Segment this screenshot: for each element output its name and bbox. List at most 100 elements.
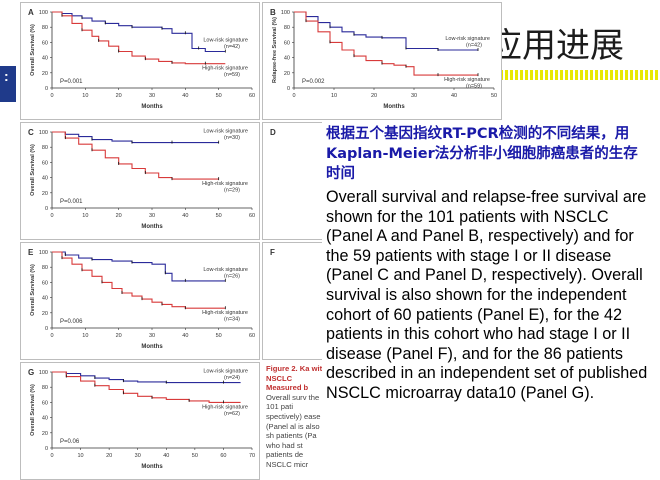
y-tick-label: 60 xyxy=(284,40,290,46)
panel-letter: B xyxy=(270,8,276,17)
panel-letter: C xyxy=(28,128,34,137)
y-axis-label: Overall Survival (%) xyxy=(30,384,36,436)
title-underline-stripe xyxy=(430,70,660,80)
series-label-high-risk: High-risk signature xyxy=(444,77,490,83)
x-tick-label: 60 xyxy=(249,93,255,99)
x-tick-label: 40 xyxy=(182,93,188,99)
left-accent-bar: : xyxy=(0,66,16,102)
y-axis-label: Overall Survival (%) xyxy=(30,264,36,316)
survival-panel-e: E 0 20 40 60 80 100 0 10 20 30 40 50 60 Months Overall … xyxy=(20,242,260,360)
y-tick-label: 100 xyxy=(281,10,290,16)
series-label-low-risk: Low-risk signature xyxy=(203,129,248,135)
text-box xyxy=(322,122,652,472)
y-tick-label: 0 xyxy=(287,86,290,92)
y-tick-label: 60 xyxy=(42,160,48,166)
x-tick-label: 10 xyxy=(82,333,88,339)
x-tick-label: 60 xyxy=(249,213,255,219)
panel-letter: G xyxy=(28,368,34,377)
y-axis-label: Relapse-free Survival (%) xyxy=(272,17,278,83)
y-tick-label: 20 xyxy=(42,431,48,437)
x-tick-label: 40 xyxy=(451,93,457,99)
x-tick-label: 20 xyxy=(106,453,112,459)
panel-letter: D xyxy=(270,128,276,137)
x-tick-label: 20 xyxy=(116,333,122,339)
x-tick-label: 40 xyxy=(163,453,169,459)
series-n-high-risk: (n=29) xyxy=(224,188,240,194)
y-tick-label: 0 xyxy=(45,446,48,452)
y-tick-label: 100 xyxy=(39,10,48,16)
series-label-high-risk: High-risk signature xyxy=(202,181,248,187)
series-label-low-risk: Low-risk signature xyxy=(203,369,248,375)
survival-panel-c: C 0 20 40 60 80 100 0 10 20 30 40 50 60 Months Overall … xyxy=(20,122,260,240)
x-tick-label: 60 xyxy=(220,453,226,459)
y-tick-label: 0 xyxy=(45,206,48,212)
x-tick-label: 10 xyxy=(82,213,88,219)
slide-title: 应用进展 xyxy=(488,26,624,66)
x-tick-label: 10 xyxy=(78,453,84,459)
x-tick-label: 0 xyxy=(50,333,53,339)
survival-panel-a: A 0 20 40 60 80 100 0 10 20 30 40 50 60 Months Overall … xyxy=(20,2,260,120)
x-tick-label: 50 xyxy=(216,213,222,219)
km-chart-g: G 0 20 40 60 80 100 0 10 20 30 40 50 60 70 Months Overal… xyxy=(20,362,260,480)
y-tick-label: 80 xyxy=(42,265,48,271)
y-tick-label: 20 xyxy=(42,71,48,77)
survival-panel-g: G 0 20 40 60 80 100 0 10 20 30 40 50 60 70 Months Overal… xyxy=(20,362,260,480)
y-tick-label: 0 xyxy=(45,326,48,332)
x-axis-label: Months xyxy=(383,104,405,110)
y-tick-label: 60 xyxy=(42,280,48,286)
y-tick-label: 100 xyxy=(39,370,48,376)
panel-frame xyxy=(20,122,260,240)
panel-frame xyxy=(20,2,260,120)
chinese-heading: 根据五个基因指纹RT-PCR检测的不同结果，用Kaplan-Meier法分析非小… xyxy=(326,126,638,182)
y-axis-label: Overall Survival (%) xyxy=(30,144,36,196)
x-tick-label: 30 xyxy=(149,93,155,99)
x-tick-label: 20 xyxy=(116,93,122,99)
survival-panel-b: B 0 20 40 60 80 100 0 10 20 30 40 50 Months Relapse-fr… xyxy=(262,2,502,120)
series-n-high-risk: (n=59) xyxy=(466,84,482,90)
y-tick-label: 80 xyxy=(42,25,48,31)
y-tick-label: 0 xyxy=(45,86,48,92)
x-tick-label: 40 xyxy=(182,333,188,339)
series-n-high-risk: (n=59) xyxy=(224,72,240,78)
x-tick-label: 30 xyxy=(149,213,155,219)
description-text: Overall survival and relapse-free surviv… xyxy=(326,188,648,402)
p-value-label: P=0.001 xyxy=(60,199,83,205)
x-tick-label: 30 xyxy=(411,93,417,99)
y-tick-label: 100 xyxy=(39,130,48,136)
series-label-low-risk: Low-risk signature xyxy=(445,36,490,42)
x-tick-label: 50 xyxy=(216,93,222,99)
y-tick-label: 80 xyxy=(42,385,48,391)
x-tick-label: 20 xyxy=(371,93,377,99)
panel-letter: E xyxy=(28,248,34,257)
x-axis-label: Months xyxy=(141,224,163,230)
series-n-high-risk: (n=34) xyxy=(224,317,240,323)
x-tick-label: 50 xyxy=(192,453,198,459)
left-bar-glyph: : xyxy=(4,68,9,84)
series-n-low-risk: (n=30) xyxy=(224,135,240,141)
panel-frame xyxy=(20,242,260,360)
x-axis-label: Months xyxy=(141,464,163,470)
series-line-low-risk xyxy=(52,131,219,144)
figure-caption-body: Overall surv the 101 pati spectively) ea… xyxy=(266,392,321,469)
x-axis-label: Months xyxy=(141,104,163,110)
x-tick-label: 30 xyxy=(135,453,141,459)
y-tick-label: 40 xyxy=(42,416,48,422)
series-n-low-risk: (n=42) xyxy=(224,44,240,50)
panel-letter: A xyxy=(28,8,34,17)
x-tick-label: 20 xyxy=(116,213,122,219)
y-tick-label: 40 xyxy=(284,56,290,62)
y-axis-label: Overall Survival (%) xyxy=(30,24,36,76)
figure-caption: Figure 2. Ka with NSCLC Measured b Overa… xyxy=(266,364,328,472)
series-label-high-risk: High-risk signature xyxy=(202,310,248,316)
series-n-low-risk: (n=42) xyxy=(466,43,482,49)
km-chart-a: A 0 20 40 60 80 100 0 10 20 30 40 50 60 Months Overall … xyxy=(20,2,260,120)
x-tick-label: 60 xyxy=(249,333,255,339)
panel-letter: F xyxy=(270,248,275,257)
series-line-low-risk xyxy=(52,371,241,384)
x-tick-label: 50 xyxy=(491,93,497,99)
p-value-label: P=0.002 xyxy=(302,79,325,85)
x-tick-label: 10 xyxy=(82,93,88,99)
y-tick-label: 20 xyxy=(42,311,48,317)
x-axis-label: Months xyxy=(141,344,163,350)
